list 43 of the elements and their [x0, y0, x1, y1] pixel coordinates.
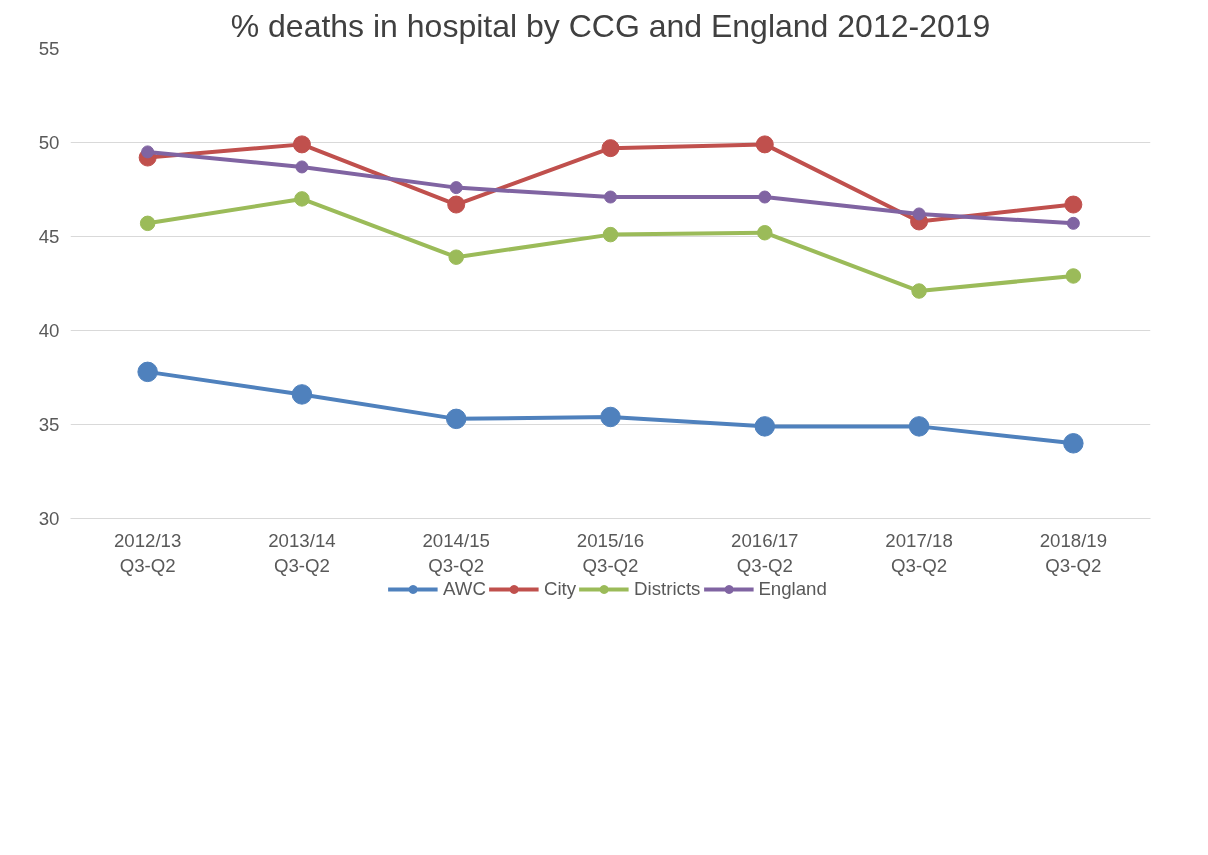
legend-label: England	[758, 578, 827, 600]
x-tick-label: 2013/14 Q3-Q2	[268, 529, 336, 576]
point	[600, 406, 621, 428]
x-tick-label: 2015/16 Q3-Q2	[576, 529, 645, 576]
x-tick-label: 2012/13 Q3-Q2	[113, 529, 182, 576]
point	[604, 190, 617, 204]
x-tick-label: 2018/19 Q3-Q2	[1039, 529, 1108, 576]
point	[139, 215, 156, 232]
legend-label: AWC	[443, 578, 486, 600]
point	[912, 207, 926, 221]
y-tick-label: 35	[38, 414, 60, 435]
point	[294, 191, 310, 207]
x-tick-label: 2016/17 Q3-Q2	[731, 529, 799, 576]
x-tick-label: 2014/15 Q3-Q2	[422, 529, 490, 576]
point	[447, 195, 466, 214]
legend-label: City	[543, 578, 577, 600]
point	[449, 181, 463, 195]
y-tick-label: 55	[38, 38, 60, 59]
point	[291, 384, 313, 405]
point	[1065, 268, 1082, 284]
point	[448, 249, 464, 265]
point	[1063, 433, 1084, 454]
point	[911, 283, 927, 299]
point	[755, 135, 774, 154]
y-tick-label: 30	[38, 508, 60, 529]
x-tick-label: 2017/18 Q3-Q2	[885, 529, 953, 576]
point	[602, 226, 619, 243]
point	[292, 135, 311, 154]
point	[757, 225, 773, 241]
point	[754, 416, 776, 437]
y-tick-label: 50	[38, 132, 60, 153]
point	[1066, 216, 1080, 230]
point	[1064, 195, 1083, 214]
point	[445, 408, 467, 430]
point	[137, 361, 158, 383]
point	[908, 416, 930, 437]
y-tick-label: 40	[38, 320, 60, 341]
point	[295, 160, 309, 174]
point	[758, 190, 772, 204]
chart-title: % deaths in hospital by CCG and England 2012-2019	[230, 7, 991, 44]
legend-label: Districts	[634, 578, 701, 600]
point	[601, 139, 620, 158]
y-tick-label: 45	[38, 226, 60, 247]
